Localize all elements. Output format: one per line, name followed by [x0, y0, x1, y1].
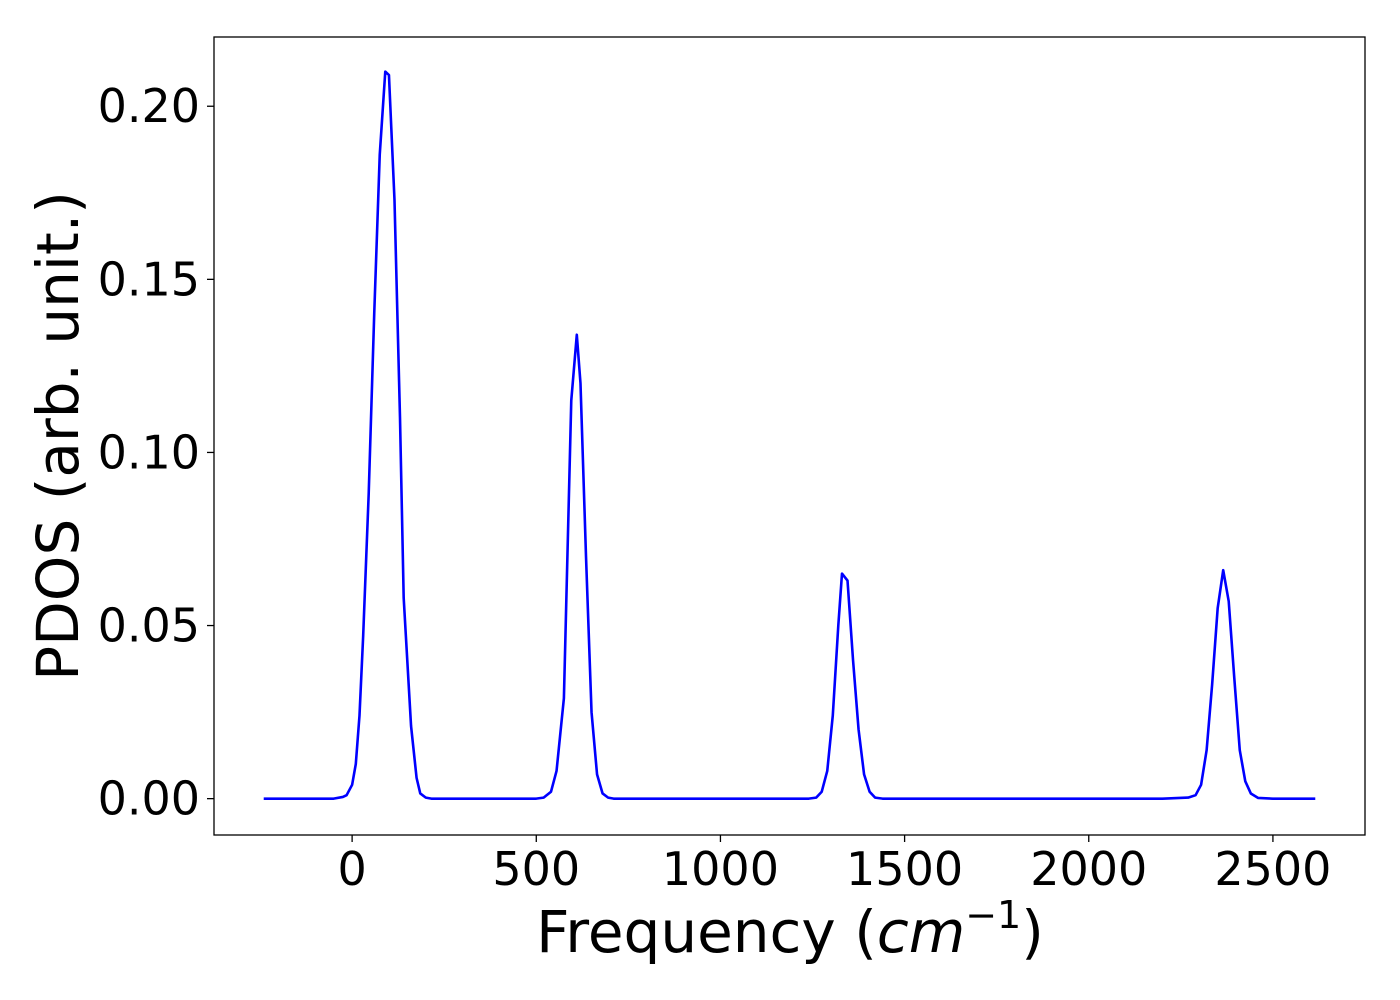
x-axis-ticks: 0 500 1000 1500 2000 2500	[337, 835, 1331, 896]
y-tick-label: 0.20	[98, 79, 200, 133]
x-axis-label: Frequency (cm−1)	[536, 893, 1044, 966]
x-axis-label-unit-base: cm	[877, 898, 965, 966]
series-line	[263, 70, 1316, 800]
x-axis-label-unit-exp: −1	[965, 893, 1021, 937]
x-tick-label: 2000	[1030, 842, 1147, 896]
y-axis-label: PDOS (arb. unit.)	[24, 191, 92, 681]
x-tick-label: 1000	[662, 842, 779, 896]
series-group	[263, 70, 1316, 800]
x-axis-label-name: Frequency	[536, 898, 836, 966]
y-tick-label: 0.10	[98, 425, 200, 479]
y-tick-label: 0.00	[98, 772, 200, 826]
x-tick-label: 2500	[1214, 842, 1331, 896]
y-tick-label: 0.15	[98, 252, 200, 306]
y-axis-ticks: 0.00 0.05 0.10 0.15 0.20	[98, 79, 214, 826]
y-tick-label: 0.05	[98, 599, 200, 653]
x-axis-label-unit-close: )	[1021, 898, 1044, 966]
x-tick-label: 1500	[846, 842, 963, 896]
x-tick-label: 500	[492, 842, 580, 896]
x-tick-label: 0	[337, 842, 366, 896]
plot-area-frame	[213, 36, 1366, 836]
x-axis-label-unit-open: (	[854, 898, 877, 966]
